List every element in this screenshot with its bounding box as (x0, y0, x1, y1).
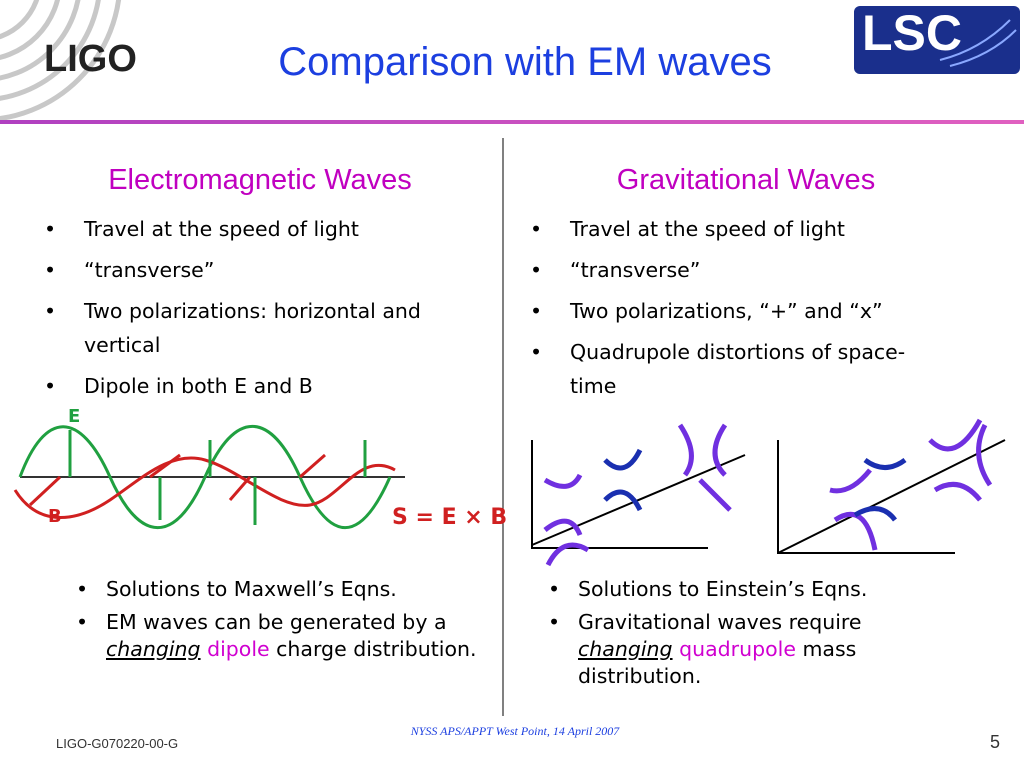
bullet: Travel at the speed of light (526, 212, 946, 246)
doc-id: LIGO-G070220-00-G (56, 736, 179, 751)
slide-title: Comparison with EM waves (278, 40, 772, 84)
note: Solutions to Maxwell’s Eqns. (70, 576, 490, 603)
text: mass distribution. (578, 637, 857, 688)
logo-ligo: LIGO (44, 38, 137, 80)
bullet: Travel at the speed of light (40, 212, 490, 246)
bullet: Two polarizations: horizontal and vertic… (40, 294, 490, 362)
bullet: Quadrupole distortions of space-time (526, 335, 946, 403)
text: EM waves can be generated by a (106, 610, 447, 634)
bullet: Two polarizations, “+” and “x” (526, 294, 946, 328)
figure-label: E (68, 406, 81, 427)
event: NYSS APS/APPT West Point, 14 April 2007 (410, 724, 620, 738)
text: charge distribution. (269, 637, 477, 661)
note: Solutions to Einstein’s Eqns. (542, 576, 962, 603)
bullet: “transverse” (526, 253, 946, 287)
figure-label: B (48, 506, 62, 527)
text: Solutions to Einstein’s Eqns. (578, 577, 868, 601)
bullet-list: Travel at the speed of light “transverse… (526, 212, 946, 410)
text: Solutions to Maxwell’s Eqns. (106, 577, 397, 601)
logo-lsc: LSC (862, 5, 962, 61)
bullet: Dipole in both E and B (40, 369, 490, 403)
note: Gravitational waves require changing qua… (542, 609, 962, 690)
note-list: Solutions to Einstein’s Eqns. Gravitatio… (542, 576, 962, 696)
page-number: 5 (990, 732, 1001, 752)
emphasis: changing (578, 637, 673, 661)
figure-label: S = E × B (392, 505, 508, 530)
emphasis: changing (106, 637, 201, 661)
highlight: dipole (200, 637, 270, 661)
highlight: quadrupole (672, 637, 796, 661)
bullet: “transverse” (40, 253, 490, 287)
column-heading: Gravitational Waves (616, 164, 876, 196)
note: EM waves can be generated by a changing … (70, 609, 490, 663)
note-list: Solutions to Maxwell’s Eqns. EM waves ca… (70, 576, 490, 669)
bullet-list: Travel at the speed of light “transverse… (40, 212, 490, 410)
column-heading: Electromagnetic Waves (108, 164, 412, 196)
text: Gravitational waves require (578, 610, 862, 634)
